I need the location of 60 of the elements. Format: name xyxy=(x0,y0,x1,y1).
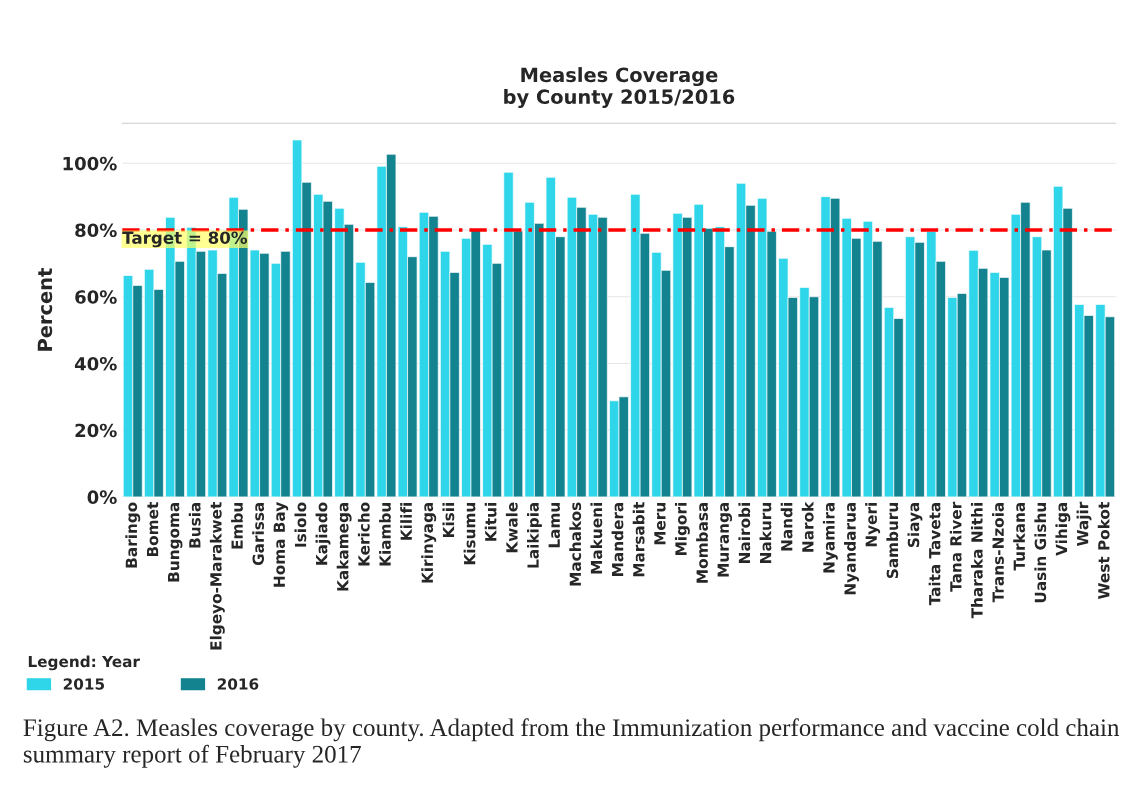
x-tick-label: Samburu xyxy=(886,503,899,579)
ref-line-label: Target = 80% xyxy=(122,231,248,248)
x-tick-label: Bomet xyxy=(146,502,159,557)
x-tick-label: Taita Taveta xyxy=(928,502,941,606)
x-tick-label: Kitui xyxy=(484,503,497,541)
x-tick-label: Nyamira xyxy=(822,502,838,573)
x-tick-label: Muranga xyxy=(717,502,733,577)
x-tick-label: Kericho xyxy=(357,502,370,566)
x-tick-label: Kisii xyxy=(442,503,455,538)
y-tick-label: 40% xyxy=(74,356,117,371)
x-tick-label: Nyeri xyxy=(865,503,881,547)
x-tick-label: Homa Bay xyxy=(273,502,289,587)
x-tick-label: Tana River xyxy=(949,501,962,592)
y-tick-label: 60% xyxy=(75,290,117,304)
x-tick-label: Kisumu xyxy=(463,503,476,565)
x-tick-label: Uasin Gishu xyxy=(1034,503,1047,603)
x-tick-label: Meru xyxy=(654,503,666,545)
x-tick-label: Elgeyo-Marakwet xyxy=(209,502,225,650)
x-tick-label: Wajir xyxy=(1076,501,1092,546)
y-axis-title: Percent xyxy=(37,268,53,351)
x-tick-label: Marsabit xyxy=(632,502,645,577)
x-tick-label: Narok xyxy=(801,501,814,552)
x-tick-label: Busia xyxy=(188,502,201,548)
x-tick-label: Siaya xyxy=(907,502,923,548)
x-tick-label: Nairobi xyxy=(738,503,751,563)
legend-title: Legend: Year xyxy=(28,655,140,671)
x-tick-label: Tharaka Nithi xyxy=(970,503,983,619)
x-tick-label: Turkana xyxy=(1013,502,1026,571)
x-tick-label: Nyandarua xyxy=(844,502,859,595)
x-tick-label: Machakos xyxy=(569,502,582,586)
x-tick-label: Embu xyxy=(231,503,243,549)
y-tick-label: 100% xyxy=(63,156,117,171)
x-tick-label: Kilifi xyxy=(400,503,412,540)
y-tick-label: 20% xyxy=(75,423,117,438)
y-tick-label: 80% xyxy=(75,223,117,238)
x-tick-label: West Pokot xyxy=(1097,502,1110,599)
x-tick-label: Mandera xyxy=(611,502,624,576)
x-tick-label: Migori xyxy=(674,503,690,556)
x-tick-label: Laikipia xyxy=(527,502,542,568)
x-tick-label: Bungoma xyxy=(168,502,183,582)
x-tick-label: Lamu xyxy=(548,503,560,548)
chart-title: Measles Coverage by County 2015/2016 xyxy=(504,67,735,108)
y-tick-label: 0% xyxy=(87,490,117,505)
x-tick-label: Nakuru xyxy=(759,503,772,563)
legend-label: 2015 xyxy=(63,678,105,690)
caption: Figure A2. Measles coverage by county. Adapted from the Immunization performance and vaccine cold chain summary report of February 2017 xyxy=(23,718,1120,768)
x-tick-label: Kirinyaga xyxy=(421,502,437,583)
x-tick-label: Trans-Nzoia xyxy=(992,502,1004,603)
x-tick-label: Kajiado xyxy=(315,502,331,565)
x-tick-label: Kiambu xyxy=(379,503,391,566)
x-tick-label: Kwale xyxy=(505,502,518,553)
x-tick-label: Mombasa xyxy=(696,502,708,583)
x-tick-label: Garissa xyxy=(252,502,265,566)
x-tick-label: Kakamega xyxy=(336,502,352,591)
x-tick-label: Nandi xyxy=(780,503,793,551)
x-tick-label: Isiolo xyxy=(294,502,307,547)
x-tick-label: Makueni xyxy=(590,503,603,574)
x-tick-label: Vihiga xyxy=(1055,502,1071,556)
legend-label: 2016 xyxy=(217,678,259,690)
x-tick-label: Baringo xyxy=(125,502,141,568)
